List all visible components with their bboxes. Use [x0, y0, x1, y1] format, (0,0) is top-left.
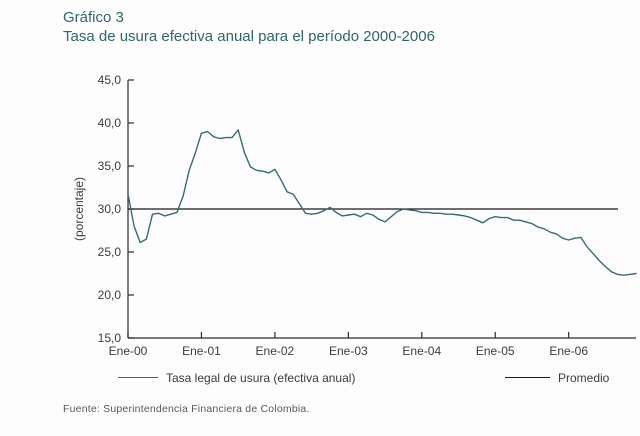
x-tick-label: Ene-03 [329, 344, 368, 358]
x-tick-label: Ene-02 [256, 344, 295, 358]
y-tick-label: 35,0 [98, 159, 122, 173]
legend-line-usura [118, 377, 158, 378]
legend-label-usura: Tasa legal de usura (efectiva anual) [166, 371, 356, 385]
x-tick-label: Ene-05 [476, 344, 515, 358]
chart-title: Tasa de usura efectiva anual para el per… [63, 28, 435, 45]
x-tick-label: Ene-00 [109, 344, 148, 358]
x-tick-label: Ene-04 [402, 344, 441, 358]
source-note: Fuente: Superintendencia Financiera de C… [63, 403, 310, 415]
y-tick-label: 15,0 [98, 331, 122, 345]
x-tick-label: Ene-06 [549, 344, 588, 358]
y-tick-label: 20,0 [98, 288, 122, 302]
y-tick-label: 45,0 [98, 73, 122, 87]
chart-header: Gráfico 3 Tasa de usura efectiva anual p… [63, 8, 435, 46]
usura-line [127, 129, 637, 276]
y-tick-label: 25,0 [98, 245, 122, 259]
legend-label-promedio: Promedio [558, 371, 610, 385]
x-tick-label: Ene-01 [182, 344, 221, 358]
chart-number: Gráfico 3 [63, 9, 124, 26]
legend-line-promedio [505, 377, 550, 378]
y-tick-label: 30,0 [98, 202, 122, 216]
y-tick-label: 40,0 [98, 116, 122, 130]
